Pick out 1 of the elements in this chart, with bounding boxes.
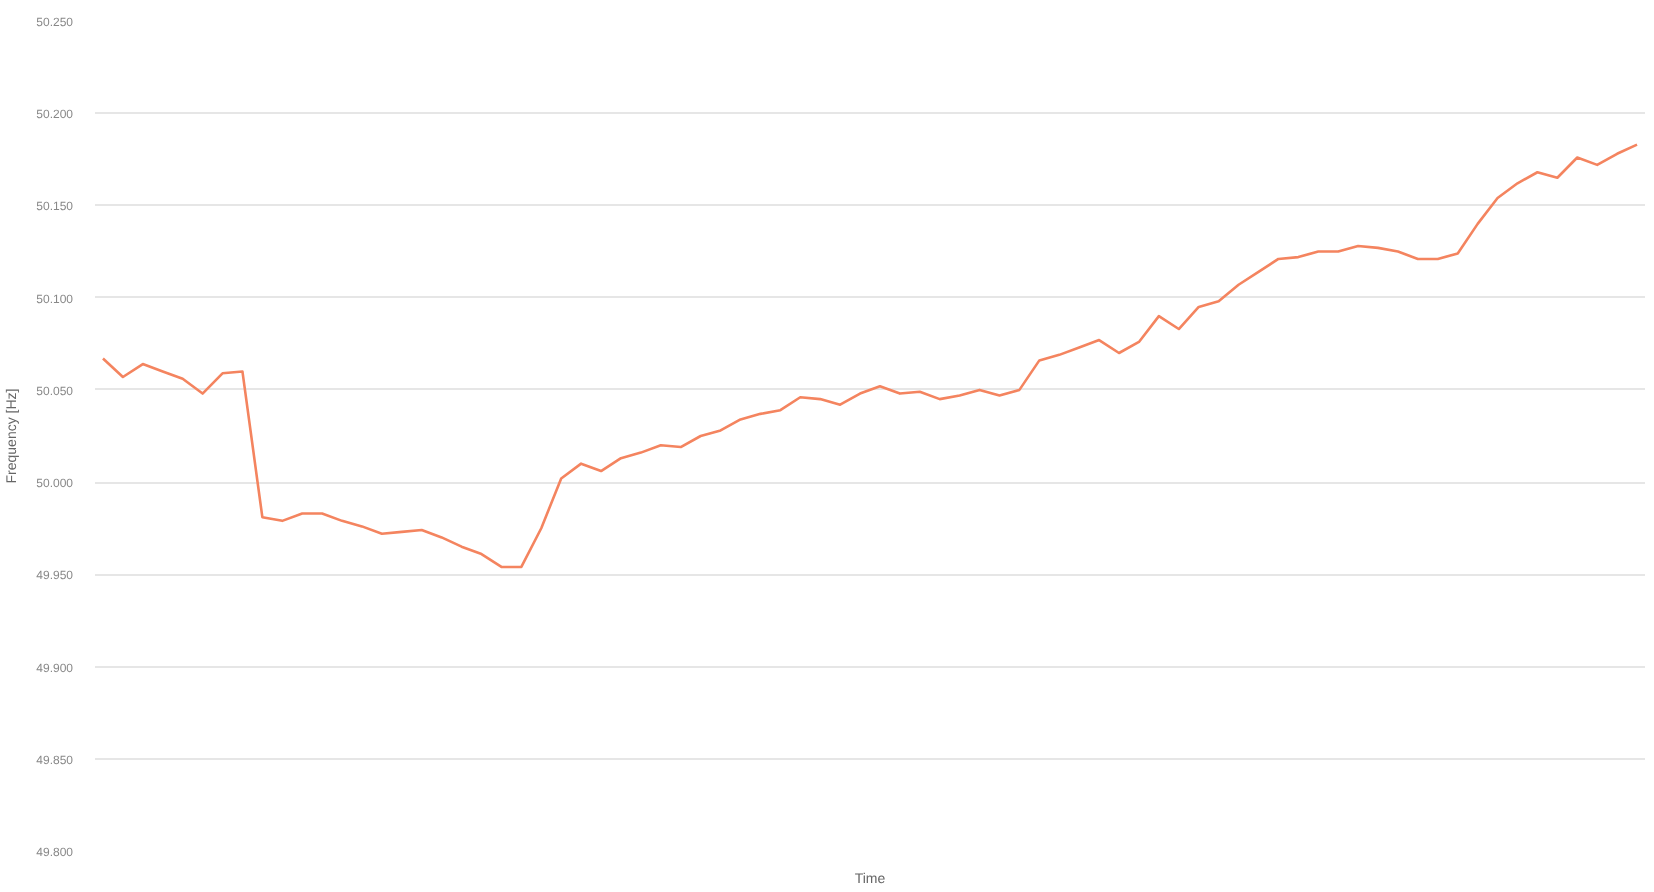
line-series <box>101 143 1639 569</box>
